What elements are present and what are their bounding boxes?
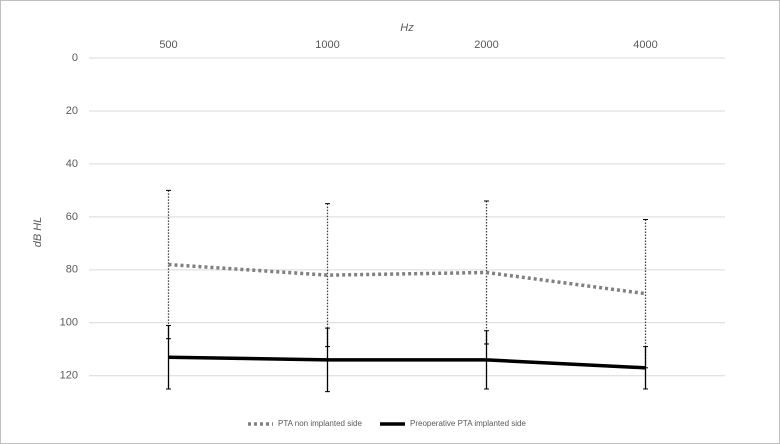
- y-tick-label: 20: [66, 105, 78, 117]
- x-tick-label: 500: [159, 39, 177, 51]
- series-line: [168, 262, 646, 296]
- y-axis-title: dB HL: [32, 217, 44, 248]
- y-tick-label: 100: [60, 317, 78, 329]
- y-tick-label: 0: [72, 52, 78, 64]
- x-tick-label: 1000: [315, 39, 339, 51]
- legend-label: PTA non implanted side: [278, 419, 362, 428]
- x-tick-label: 4000: [633, 39, 657, 51]
- series-line: [168, 355, 646, 370]
- y-tick-label: 120: [60, 370, 78, 382]
- legend-label: Preoperative PTA implanted side: [410, 419, 526, 428]
- y-tick-label: 60: [66, 211, 78, 223]
- x-axis-title: Hz: [400, 22, 414, 34]
- y-tick-label: 80: [66, 264, 78, 276]
- y-tick-label: 40: [66, 158, 78, 170]
- x-tick-label: 2000: [474, 39, 498, 51]
